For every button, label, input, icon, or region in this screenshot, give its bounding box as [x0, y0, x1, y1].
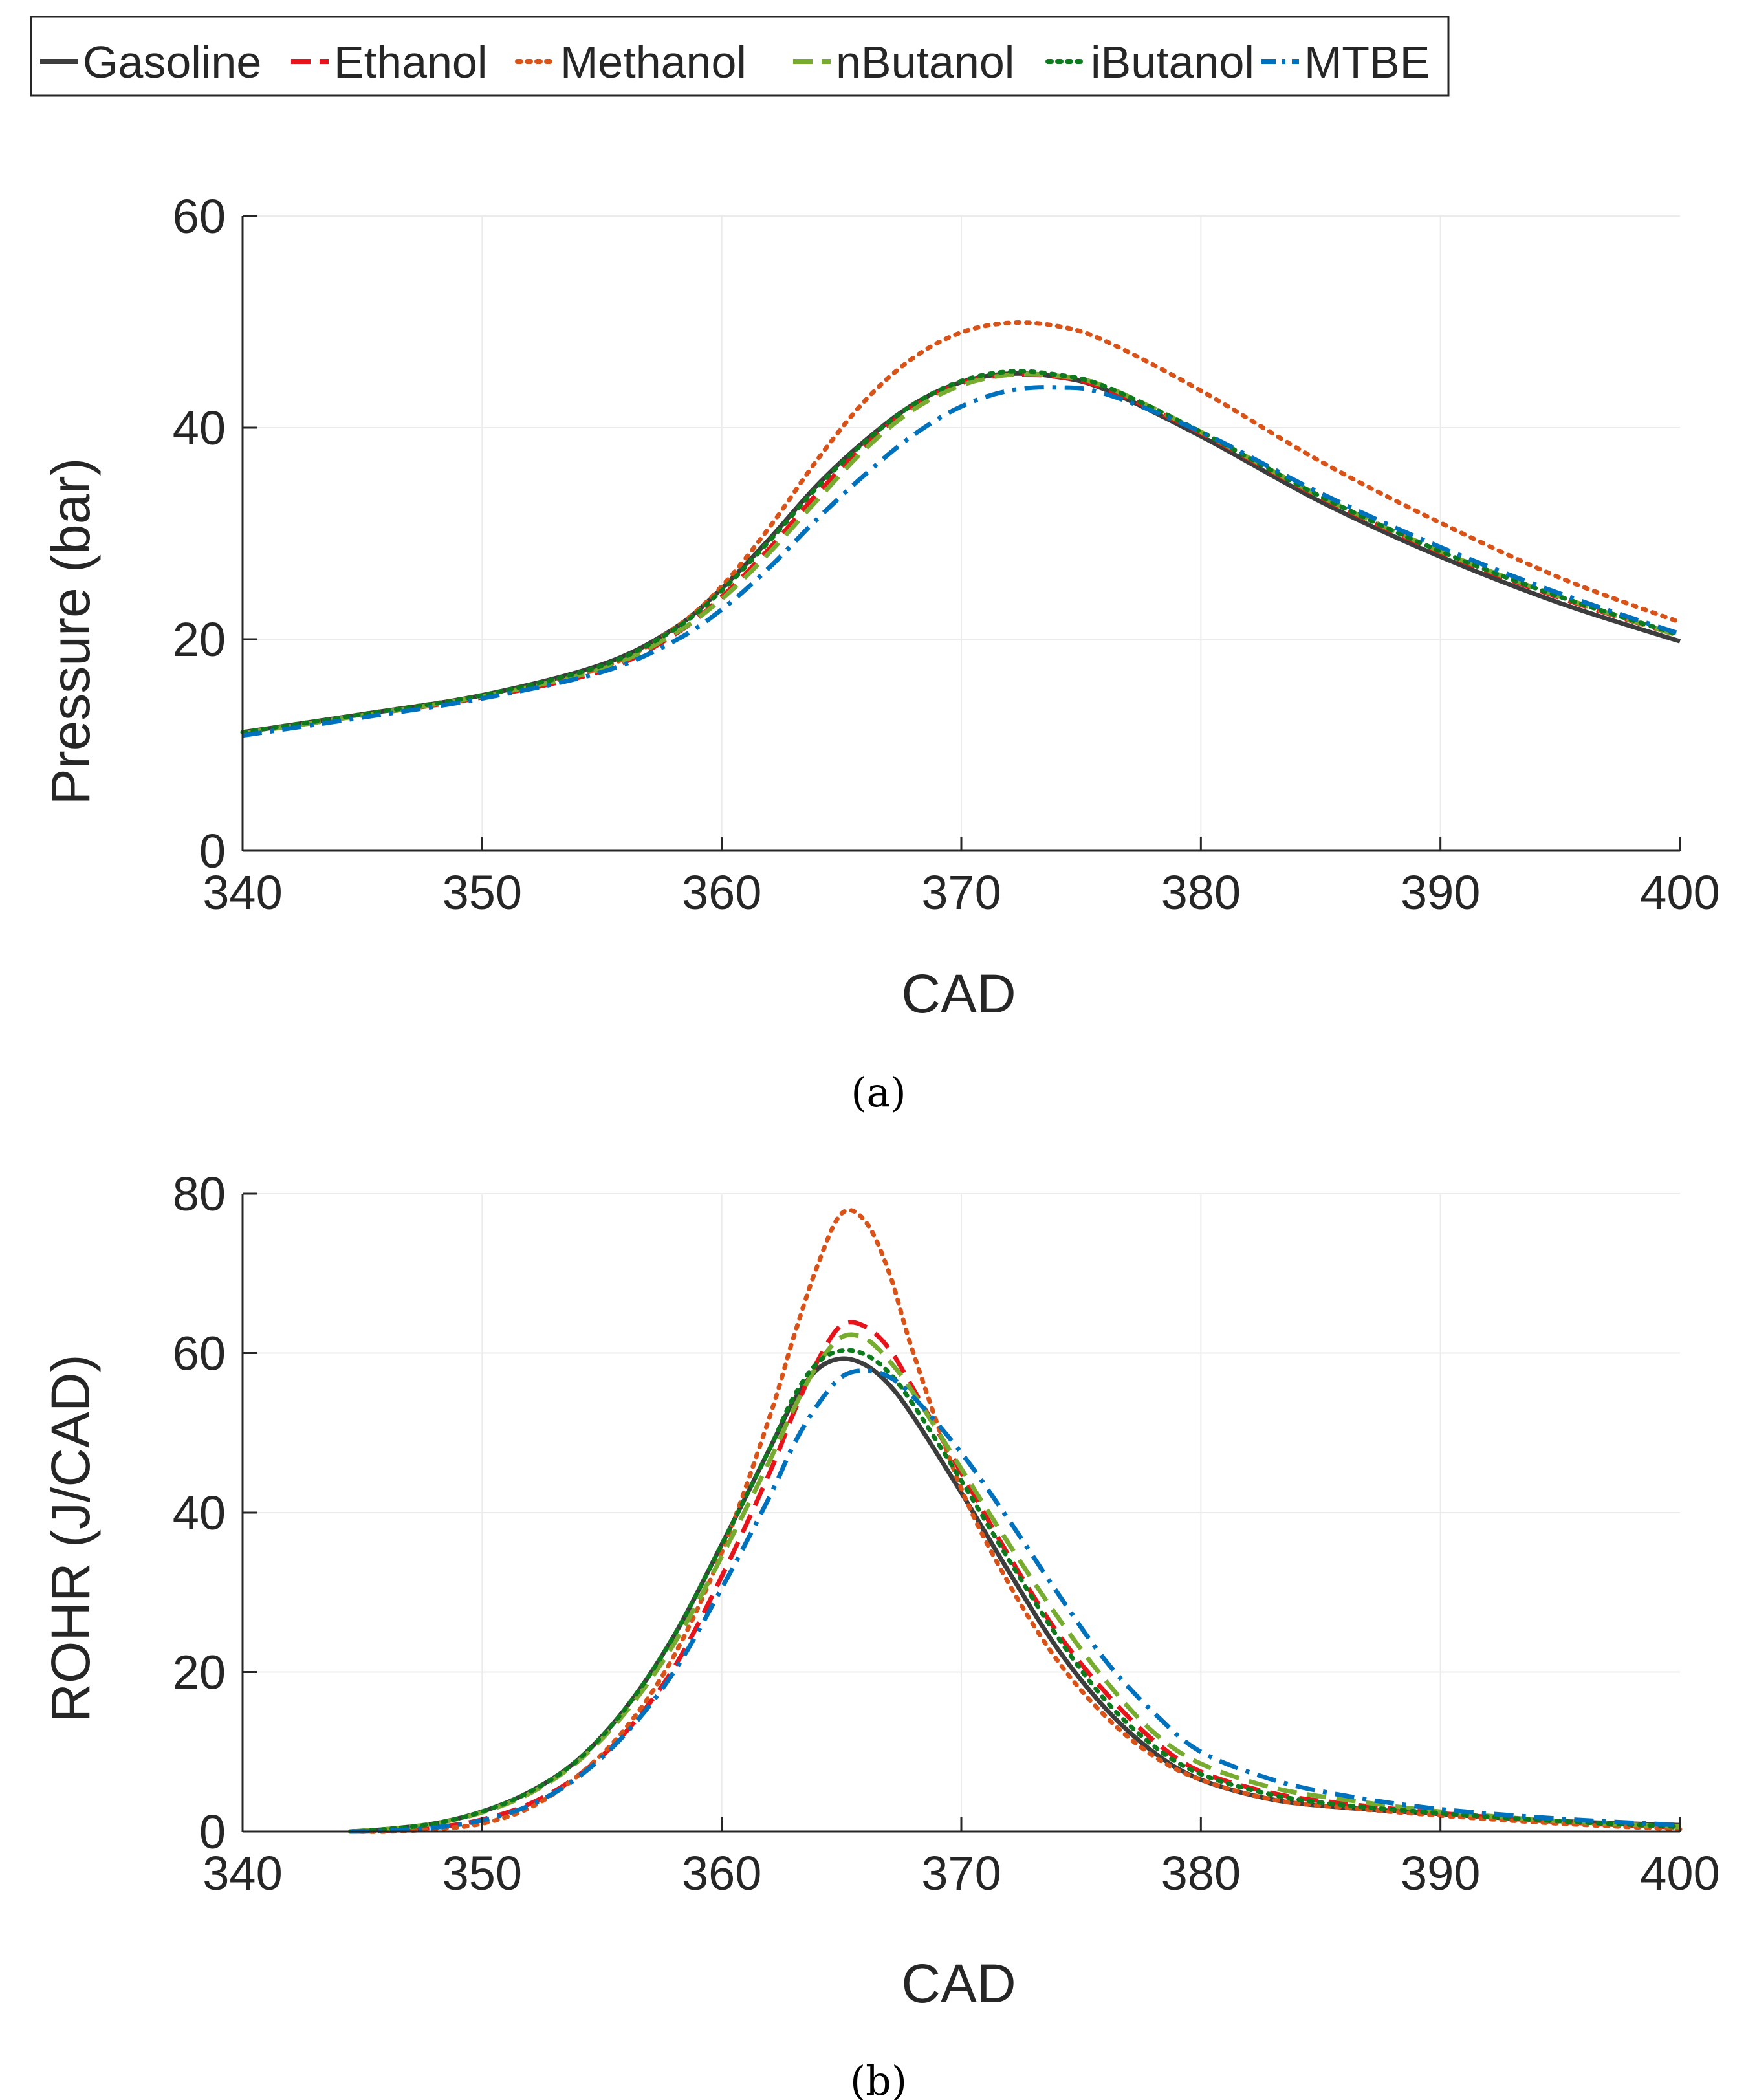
legend-label-nbutanol: nButanol — [836, 37, 1014, 87]
y-tick-label-0-rohr: 0 — [199, 1805, 226, 1859]
series-line-mtbe-pressure — [242, 385, 1681, 738]
x-tick-label-360-pressure: 360 — [682, 866, 761, 919]
legend-label-mtbe: MTBE — [1304, 37, 1430, 87]
y-axis-label-pressure: Pressure (bar) — [40, 458, 101, 805]
series-line-methanol-pressure — [240, 320, 1683, 735]
legend-label-ethanol: Ethanol — [334, 37, 487, 87]
x-axis-label-rohr: CAD — [901, 1953, 1016, 2014]
y-tick-label-20-pressure: 20 — [173, 613, 226, 666]
y-tick-label-40-rohr: 40 — [173, 1486, 226, 1540]
x-tick-label-380-rohr: 380 — [1161, 1846, 1241, 1900]
legend-label-ibutanol: iButanol — [1091, 37, 1254, 87]
y-tick-label-60-rohr: 60 — [173, 1327, 226, 1381]
x-tick-label-370-rohr: 370 — [921, 1846, 1001, 1900]
series-line-mtbe-rohr — [350, 1368, 1681, 1834]
legend-label-gasoline: Gasoline — [83, 37, 261, 87]
y-tick-label-80-rohr: 80 — [173, 1167, 226, 1221]
series-line-ibutanol-pressure — [240, 369, 1683, 735]
ticks-rohr: 340 350 360 370 380 390 400 0 20 40 60 80 — [173, 1167, 1720, 1900]
caption-a: (a) — [851, 1069, 906, 1116]
series-pressure — [240, 320, 1683, 738]
legend-label-methanol: Methanol — [560, 37, 747, 87]
x-tick-label-340-pressure: 340 — [202, 866, 282, 919]
series-line-nbutanol-pressure — [242, 371, 1681, 736]
grid-pressure — [243, 215, 1680, 851]
x-axis-label-pressure: CAD — [901, 963, 1016, 1024]
y-tick-label-20-rohr: 20 — [173, 1646, 226, 1700]
x-tick-label-390-pressure: 390 — [1401, 866, 1480, 919]
x-tick-label-370-pressure: 370 — [921, 866, 1001, 919]
x-tick-label-360-rohr: 360 — [682, 1846, 761, 1900]
x-tick-label-350-rohr: 350 — [442, 1846, 522, 1900]
ticks-pressure: 340 350 360 370 380 390 400 0 20 40 60 — [173, 190, 1720, 919]
panel-pressure: 340 350 360 370 380 390 400 0 20 40 60 CAD Pressur… — [40, 190, 1720, 1116]
x-tick-label-390-rohr: 390 — [1401, 1846, 1480, 1900]
series-line-ibutanol-rohr — [348, 1348, 1683, 1834]
grid-rohr — [243, 1193, 1680, 1832]
x-tick-label-400-rohr: 400 — [1640, 1846, 1719, 1900]
y-tick-label-0-pressure: 0 — [199, 824, 226, 878]
y-tick-label-40-pressure: 40 — [173, 401, 226, 455]
x-tick-label-400-pressure: 400 — [1640, 866, 1719, 919]
caption-b: (b) — [850, 2057, 907, 2100]
legend-entries: Gasoline Ethanol Methanol nButanol iButanol M… — [40, 37, 1430, 87]
series-line-ethanol-rohr — [350, 1320, 1681, 1834]
series-line-methanol-rohr — [348, 1208, 1683, 1834]
y-tick-label-60-pressure: 60 — [173, 190, 226, 243]
x-tick-label-350-pressure: 350 — [442, 866, 522, 919]
x-tick-label-380-pressure: 380 — [1161, 866, 1241, 919]
legend: Gasoline Ethanol Methanol nButanol iButanol M… — [30, 16, 1450, 97]
panel-rohr: 340 350 360 370 380 390 400 0 20 40 60 80 CAD ROHR … — [40, 1167, 1720, 2100]
series-line-gasoline-rohr — [350, 1356, 1681, 1834]
x-tick-label-340-rohr: 340 — [202, 1846, 282, 1900]
legend-box — [30, 16, 1450, 97]
y-axis-label-rohr: ROHR (J/CAD) — [40, 1354, 101, 1722]
series-rohr — [348, 1208, 1683, 1834]
